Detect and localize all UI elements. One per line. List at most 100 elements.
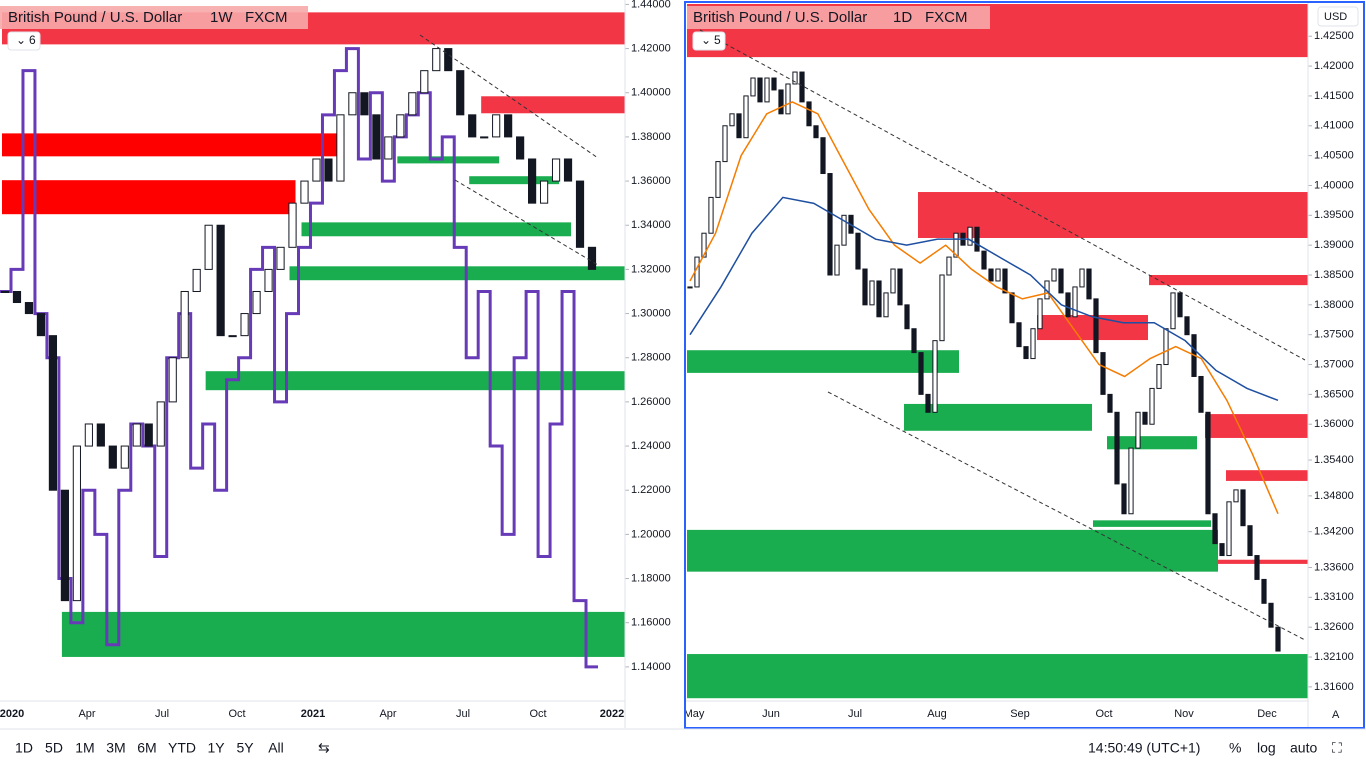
candle [300, 180, 309, 204]
time-label: Apr [379, 708, 396, 720]
time-label: Dec [1257, 708, 1277, 720]
candle [108, 445, 117, 469]
moving-average [689, 101, 1279, 515]
candle [84, 423, 93, 447]
zone [1205, 414, 1308, 438]
candle [1212, 513, 1218, 545]
candle [834, 244, 840, 276]
candle [144, 423, 153, 447]
candle [132, 423, 141, 447]
candle [855, 232, 861, 270]
auto-scale[interactable]: A [1332, 709, 1340, 721]
price-label: 1.16000 [631, 617, 671, 629]
zone [918, 192, 1308, 238]
time-label: 2022 [600, 708, 624, 720]
time-label: 2021 [301, 708, 325, 720]
zone [687, 529, 1218, 572]
candle [946, 256, 952, 276]
candle [551, 158, 561, 182]
candle [1163, 328, 1169, 366]
candle [24, 302, 34, 315]
candle [750, 77, 756, 97]
candle [156, 401, 165, 447]
indicator-toggle[interactable] [7, 31, 41, 51]
range-button[interactable]: 5D [45, 740, 63, 756]
price-label: 1.38000 [631, 131, 671, 143]
candle [778, 89, 784, 115]
time-label: Jul [155, 708, 169, 720]
time-label: 2020 [0, 708, 24, 720]
candle [539, 180, 549, 204]
candle [862, 268, 868, 306]
zone [687, 350, 959, 373]
candle [1142, 411, 1148, 425]
price-label: 1.39000 [1314, 239, 1354, 251]
currency-select[interactable] [1317, 6, 1359, 27]
candle [408, 92, 417, 116]
indicator-toggle[interactable] [692, 31, 726, 51]
candle [468, 114, 477, 138]
price-label: 1.39500 [1314, 209, 1354, 221]
candle [348, 92, 357, 116]
candle [360, 92, 369, 116]
price-label: 1.41000 [1314, 120, 1354, 132]
range-button[interactable]: 1M [75, 740, 94, 756]
candle [939, 274, 945, 342]
range-button[interactable]: 6M [137, 740, 156, 756]
zone [205, 371, 625, 391]
candle [883, 292, 889, 318]
log-toggle[interactable]: log [1257, 740, 1276, 756]
zone [1212, 559, 1308, 564]
candle [1030, 328, 1036, 360]
fullscreen[interactable]: ⛶ [1332, 740, 1342, 756]
percent-toggle[interactable]: % [1229, 740, 1241, 756]
price-label: 1.32600 [1314, 621, 1354, 633]
candle [444, 48, 453, 72]
candle [904, 304, 910, 330]
time-label: Oct [529, 708, 546, 720]
candle [432, 48, 441, 72]
candle [204, 224, 213, 270]
zone [301, 222, 572, 237]
candle [324, 158, 333, 182]
candle [981, 250, 987, 270]
price-label: 1.24000 [631, 440, 671, 452]
candle [180, 290, 189, 359]
candle [1058, 268, 1064, 294]
clock: 14:50:49 (UTC+1) [1088, 740, 1200, 756]
date-range-icon[interactable]: ⇆ [318, 740, 330, 756]
price-label: 1.40000 [1314, 179, 1354, 191]
range-button[interactable]: 3M [106, 740, 125, 756]
range-button[interactable]: YTD [168, 740, 196, 756]
zone [1093, 520, 1211, 527]
candle [420, 70, 429, 94]
price-label: 1.34800 [1314, 490, 1354, 502]
zone [397, 156, 500, 164]
range-button[interactable]: All [268, 740, 284, 756]
candle [36, 313, 46, 337]
range-button[interactable]: 5Y [236, 740, 254, 756]
candle [252, 290, 261, 315]
price-label: 1.32000 [631, 263, 671, 275]
candle [1254, 555, 1260, 580]
range-button[interactable]: 1Y [207, 740, 225, 756]
candle [1072, 286, 1078, 318]
auto-toggle[interactable]: auto [1290, 740, 1317, 756]
candle [932, 340, 938, 413]
range-button[interactable]: 1D [15, 740, 33, 756]
price-label: 1.38000 [1314, 299, 1354, 311]
moving-average [689, 196, 1279, 402]
candle [827, 173, 833, 276]
candle [12, 290, 22, 304]
time-label: Jul [848, 708, 862, 720]
zone [1149, 274, 1308, 286]
zone [2, 133, 344, 157]
price-label: 1.30000 [631, 307, 671, 319]
candle [60, 489, 69, 602]
zone [61, 611, 626, 657]
time-label: Aug [927, 708, 947, 720]
price-label: 1.36000 [631, 175, 671, 187]
candle [1275, 626, 1281, 652]
candle [1121, 483, 1127, 515]
left-chart: 1.14000 1.16000 1.18000 1.20000 1.22000 1.240… [0, 0, 671, 720]
